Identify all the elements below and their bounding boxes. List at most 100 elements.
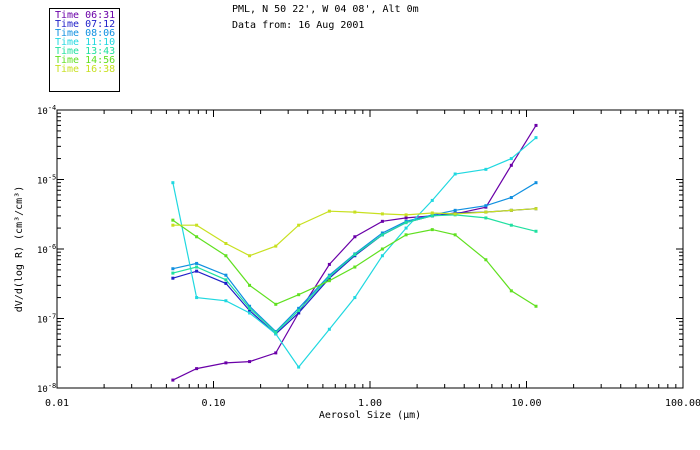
plot-frame <box>56 109 684 389</box>
series-line-1110 <box>172 137 537 369</box>
data-point <box>327 262 331 266</box>
data-point <box>534 207 538 211</box>
data-point <box>274 330 278 334</box>
data-point <box>353 296 357 300</box>
data-point <box>195 265 199 269</box>
data-point <box>453 233 457 237</box>
data-point <box>380 254 384 258</box>
date-header: Data from: 16 Aug 2001 <box>232 20 365 31</box>
legend-box: Time 06:31 Time 07:12 Time 08:06 Time 11… <box>49 8 120 92</box>
data-point <box>380 212 384 216</box>
x-axis-label: Aerosol Size (µm) <box>319 410 421 421</box>
data-point <box>248 304 252 308</box>
data-point <box>248 360 252 364</box>
legend-item-1110: Time 11:10 <box>55 37 116 48</box>
legend-item-0712: Time 07:12 <box>55 19 116 30</box>
data-point <box>453 208 457 212</box>
y-tick-label: 10-7 <box>37 313 56 326</box>
data-point <box>171 218 175 222</box>
data-point <box>195 261 199 265</box>
x-tick-label: 0.10 <box>201 398 225 409</box>
data-point <box>248 283 252 287</box>
data-point <box>171 378 175 382</box>
data-point <box>224 281 228 285</box>
data-point <box>353 265 357 269</box>
data-point <box>353 210 357 214</box>
data-point <box>224 299 228 303</box>
data-point <box>297 306 301 310</box>
x-tick-label: 0.01 <box>45 398 69 409</box>
legend-item-1343: Time 13:43 <box>55 46 116 57</box>
data-point <box>484 210 488 214</box>
data-point <box>430 228 434 232</box>
data-point <box>297 311 301 315</box>
data-point <box>404 213 408 217</box>
data-point <box>430 211 434 215</box>
data-point <box>509 157 513 161</box>
data-point <box>297 365 301 369</box>
y-axis-label: dV/d(log R) (cm³/cm³) <box>14 186 25 312</box>
data-point <box>327 327 331 331</box>
data-point <box>404 226 408 230</box>
legend-item-1638: Time 16:38 <box>55 64 116 75</box>
y-tick-label: 10-8 <box>37 382 56 395</box>
data-point <box>171 276 175 280</box>
data-point <box>224 361 228 365</box>
data-point <box>380 247 384 251</box>
data-point <box>453 172 457 176</box>
legend-item-1456: Time 14:56 <box>55 55 116 66</box>
data-point <box>509 196 513 200</box>
legend-item-0806: Time 08:06 <box>55 28 116 39</box>
data-point <box>248 311 252 315</box>
data-point <box>195 296 199 300</box>
data-point <box>224 254 228 258</box>
data-point <box>274 351 278 355</box>
data-point <box>484 167 488 171</box>
data-point <box>195 367 199 371</box>
data-point <box>484 204 488 208</box>
series-line-1456 <box>172 219 537 307</box>
data-point <box>380 231 384 235</box>
data-point <box>171 181 175 185</box>
data-point <box>509 289 513 293</box>
data-point <box>534 181 538 185</box>
data-point <box>430 214 434 218</box>
x-tick-label: 10.00 <box>511 398 541 409</box>
data-point <box>404 233 408 237</box>
data-point <box>297 223 301 227</box>
data-point <box>248 306 252 310</box>
data-point <box>224 241 228 245</box>
data-point <box>327 279 331 283</box>
data-point <box>534 136 538 140</box>
y-tick-label: 10-4 <box>37 104 56 117</box>
series-line-1343 <box>172 214 537 334</box>
series-line-1638 <box>172 208 537 257</box>
data-point <box>327 276 331 280</box>
legend-item-0631: Time 06:31 <box>55 10 116 21</box>
data-point <box>404 221 408 225</box>
data-point <box>195 223 199 227</box>
x-tick-label: 100.00 <box>665 398 700 409</box>
site-header: PML, N 50 22', W 04 08', Alt 0m <box>232 4 419 15</box>
x-tick-label: 1.00 <box>358 398 382 409</box>
data-point <box>224 273 228 277</box>
y-tick-label: 10-6 <box>37 243 56 256</box>
data-point <box>534 229 538 233</box>
data-point <box>380 233 384 237</box>
data-point <box>248 309 252 313</box>
series-line-0712 <box>172 208 537 335</box>
data-point <box>534 304 538 308</box>
data-point <box>248 254 252 258</box>
data-point <box>430 198 434 202</box>
data-point <box>327 209 331 213</box>
data-point <box>297 293 301 297</box>
data-point <box>353 235 357 239</box>
data-point <box>453 212 457 216</box>
data-point <box>484 216 488 220</box>
data-point <box>327 275 331 279</box>
data-point <box>195 269 199 273</box>
data-point <box>171 267 175 271</box>
data-point <box>484 258 488 262</box>
data-point <box>171 271 175 275</box>
